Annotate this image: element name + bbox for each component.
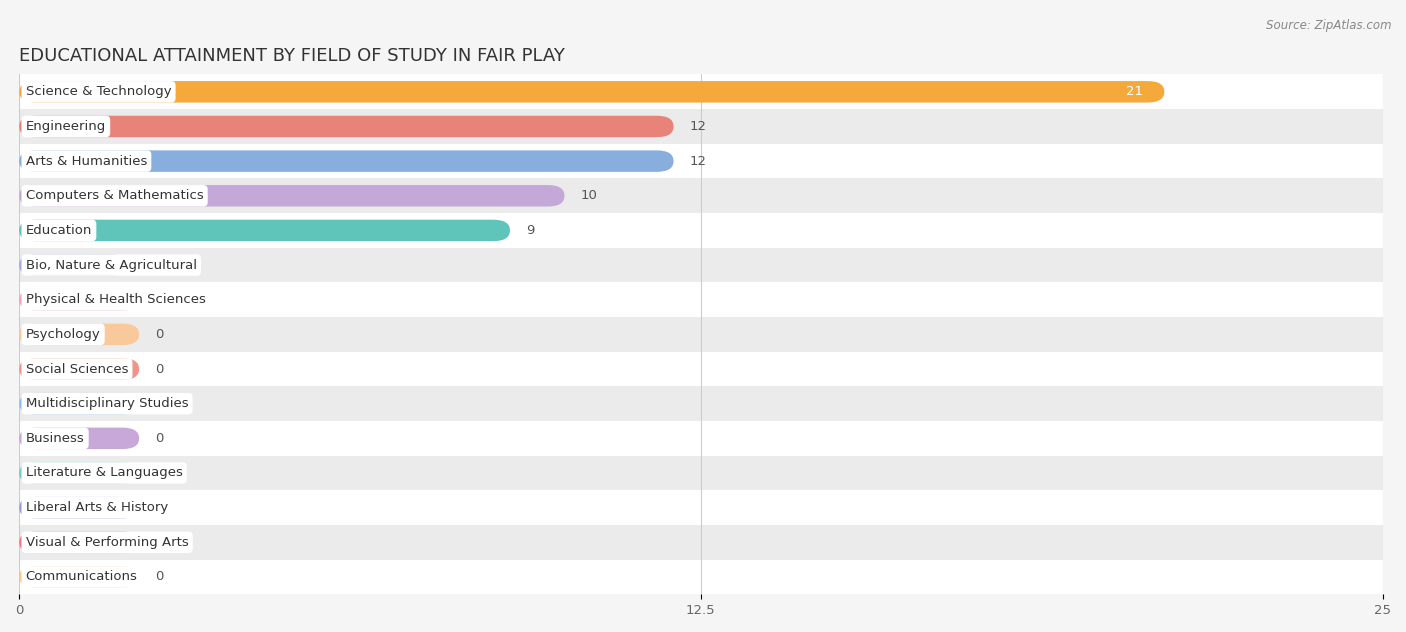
Text: 0: 0 <box>156 397 165 410</box>
Text: 0: 0 <box>156 432 165 445</box>
Text: Literature & Languages: Literature & Languages <box>25 466 183 480</box>
Text: 10: 10 <box>581 189 598 202</box>
Text: 0: 0 <box>156 536 165 549</box>
FancyBboxPatch shape <box>20 150 673 172</box>
FancyBboxPatch shape <box>20 185 565 207</box>
Text: Multidisciplinary Studies: Multidisciplinary Studies <box>25 397 188 410</box>
FancyBboxPatch shape <box>20 532 139 553</box>
Bar <box>20 559 1382 594</box>
Text: 12: 12 <box>690 155 707 167</box>
Bar <box>20 283 1382 317</box>
FancyBboxPatch shape <box>20 324 139 345</box>
Bar <box>20 352 1382 386</box>
Text: Business: Business <box>25 432 84 445</box>
Bar <box>20 178 1382 213</box>
FancyBboxPatch shape <box>20 220 510 241</box>
Bar <box>20 109 1382 144</box>
FancyBboxPatch shape <box>20 116 673 137</box>
Bar <box>20 525 1382 559</box>
Text: Psychology: Psychology <box>25 328 100 341</box>
FancyBboxPatch shape <box>20 566 139 588</box>
Text: Visual & Performing Arts: Visual & Performing Arts <box>25 536 188 549</box>
Text: Physical & Health Sciences: Physical & Health Sciences <box>25 293 205 307</box>
Bar <box>20 248 1382 283</box>
FancyBboxPatch shape <box>20 81 1164 102</box>
Text: 9: 9 <box>526 224 534 237</box>
FancyBboxPatch shape <box>20 428 139 449</box>
Bar <box>20 144 1382 178</box>
Text: Arts & Humanities: Arts & Humanities <box>25 155 148 167</box>
Text: 0: 0 <box>156 328 165 341</box>
Text: Bio, Nature & Agricultural: Bio, Nature & Agricultural <box>25 258 197 272</box>
Text: 0: 0 <box>156 293 165 307</box>
Text: 12: 12 <box>690 120 707 133</box>
FancyBboxPatch shape <box>20 462 139 483</box>
Bar <box>20 75 1382 109</box>
Text: 0: 0 <box>156 466 165 480</box>
Text: Science & Technology: Science & Technology <box>25 85 172 99</box>
FancyBboxPatch shape <box>20 497 139 518</box>
Text: Source: ZipAtlas.com: Source: ZipAtlas.com <box>1267 19 1392 32</box>
Text: Engineering: Engineering <box>25 120 105 133</box>
Text: 0: 0 <box>156 363 165 375</box>
Text: Communications: Communications <box>25 571 138 583</box>
Text: 2: 2 <box>145 258 153 272</box>
Bar <box>20 317 1382 352</box>
Text: Social Sciences: Social Sciences <box>25 363 128 375</box>
Text: EDUCATIONAL ATTAINMENT BY FIELD OF STUDY IN FAIR PLAY: EDUCATIONAL ATTAINMENT BY FIELD OF STUDY… <box>20 47 565 64</box>
Bar <box>20 490 1382 525</box>
Bar <box>20 421 1382 456</box>
Text: 0: 0 <box>156 571 165 583</box>
Text: 0: 0 <box>156 501 165 514</box>
Bar <box>20 213 1382 248</box>
Text: 21: 21 <box>1126 85 1143 99</box>
Bar <box>20 456 1382 490</box>
FancyBboxPatch shape <box>20 254 128 276</box>
Bar <box>20 386 1382 421</box>
Text: Liberal Arts & History: Liberal Arts & History <box>25 501 167 514</box>
Text: Computers & Mathematics: Computers & Mathematics <box>25 189 204 202</box>
FancyBboxPatch shape <box>20 358 139 380</box>
FancyBboxPatch shape <box>20 289 139 310</box>
FancyBboxPatch shape <box>20 393 139 415</box>
Text: Education: Education <box>25 224 93 237</box>
